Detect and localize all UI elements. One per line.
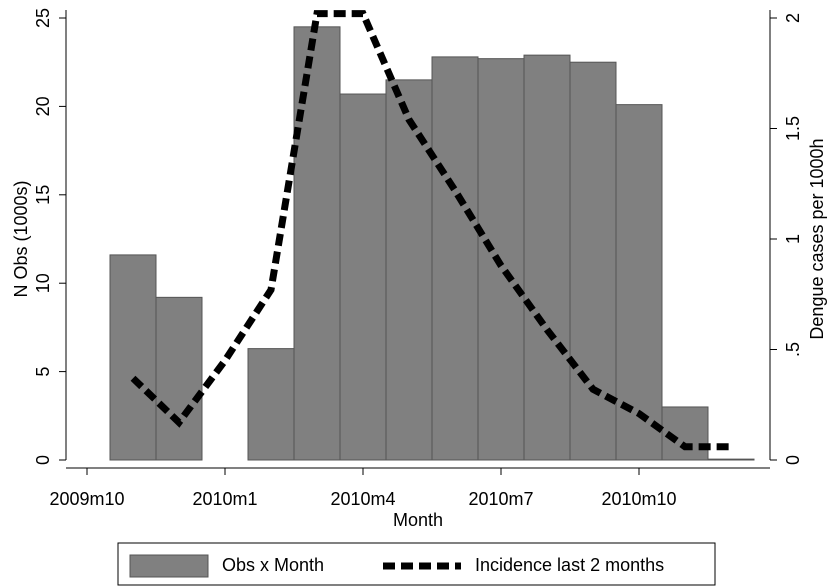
legend-swatch (129, 554, 209, 578)
x-tick-label: 2010m4 (330, 489, 395, 509)
x-tick-label: 2010m10 (601, 489, 676, 509)
y2-tick-label: 1.5 (783, 116, 803, 141)
y2-axis-title: Dengue cases per 1000h (807, 138, 827, 339)
x-tick-label: 2010m1 (192, 489, 257, 509)
y-tick-label: 20 (33, 96, 53, 116)
y2-tick-label: 0 (783, 455, 803, 465)
bar (385, 79, 433, 461)
legend-label: Obs x Month (222, 555, 324, 575)
x-tick-label: 2009m10 (49, 489, 124, 509)
y-tick-label: 5 (33, 367, 53, 377)
y2-tick-label: .5 (783, 342, 803, 357)
bar (109, 254, 157, 461)
y-tick-label: 10 (33, 273, 53, 293)
bar (661, 406, 709, 461)
bar (523, 54, 571, 461)
bar (247, 348, 295, 461)
legend-label: Incidence last 2 months (475, 555, 664, 575)
y-axis-title: N Obs (1000s) (11, 180, 31, 297)
x-tick-label: 2010m7 (468, 489, 533, 509)
x-axis-title: Month (393, 510, 443, 530)
y-tick-label: 25 (33, 8, 53, 28)
bar (615, 104, 663, 461)
y2-tick-label: 2 (783, 13, 803, 23)
y-tick-label: 15 (33, 185, 53, 205)
bar (431, 56, 479, 461)
bar (155, 296, 203, 461)
legend-box (117, 542, 716, 586)
line (130, 10, 731, 451)
bar (339, 93, 387, 461)
y-tick-label: 0 (33, 455, 53, 465)
y2-tick-label: 1 (783, 234, 803, 244)
bar (707, 458, 755, 461)
